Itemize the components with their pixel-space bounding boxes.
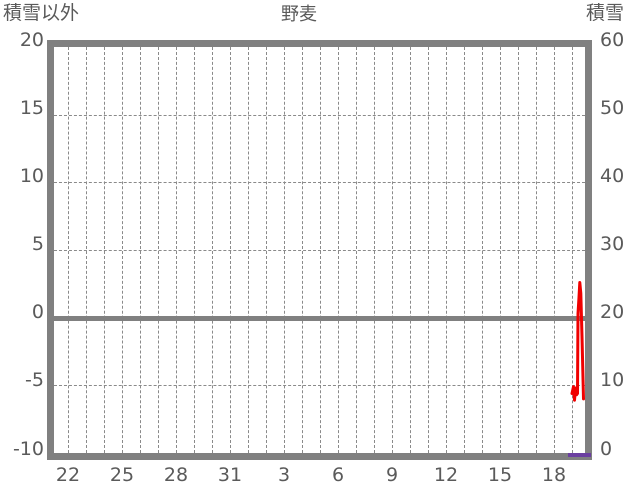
ticks-right-item: 40 [600, 165, 625, 187]
horizontal-gridline [54, 250, 585, 251]
x-axis-tick-label: 6 [331, 464, 345, 486]
x-axis-tick-label: 31 [217, 464, 243, 486]
plot-inner [54, 47, 585, 453]
ticks-right-item: 0 [600, 438, 613, 460]
x-axis-tick-label: 25 [109, 464, 135, 486]
ticks-right-item: 30 [600, 233, 625, 255]
x-axis-tick-label: 18 [541, 464, 567, 486]
temperature-line [570, 281, 585, 402]
plot-border-top [47, 40, 592, 47]
x-axis-tick-label: 12 [433, 464, 459, 486]
ticks-left-item: 5 [31, 233, 44, 255]
ticks-left-item: 20 [19, 29, 44, 51]
chart-title-text: 野麦 [281, 4, 317, 25]
ticks-right-item: 20 [600, 301, 625, 323]
ticks-left-item: 15 [19, 97, 44, 119]
plot-border-left [47, 40, 54, 460]
x-axis-tick-label: 3 [277, 464, 291, 486]
plot-border-right [585, 40, 592, 460]
series-lines [570, 281, 585, 402]
x-axis-tick-label: 22 [55, 464, 81, 486]
x-axis-tick-label: 15 [487, 464, 513, 486]
zero-baseline [54, 315, 585, 321]
horizontal-gridline [54, 182, 585, 184]
ticks-left-item: 10 [19, 165, 44, 187]
left-axis-title: 積雪以外 [3, 2, 80, 24]
ticks-right-item: 50 [600, 97, 625, 119]
horizontal-gridline [54, 114, 585, 116]
ticks-right-item: 60 [600, 29, 625, 51]
snow-depth-series-marker [568, 453, 591, 457]
ticks-right-item: 10 [600, 369, 625, 391]
chart-title: 野麦 [0, 6, 636, 24]
horizontal-gridline [54, 385, 585, 387]
x-axis-tick-label: 9 [385, 464, 399, 486]
x-axis-tick-label: 28 [163, 464, 189, 486]
ticks-left-item: -5 [25, 369, 44, 391]
ticks-left-item: 0 [31, 301, 44, 323]
ticks-left-item: -10 [12, 438, 44, 460]
plot-border-bottom [47, 453, 592, 460]
right-axis-title: 積雪 [586, 2, 625, 24]
